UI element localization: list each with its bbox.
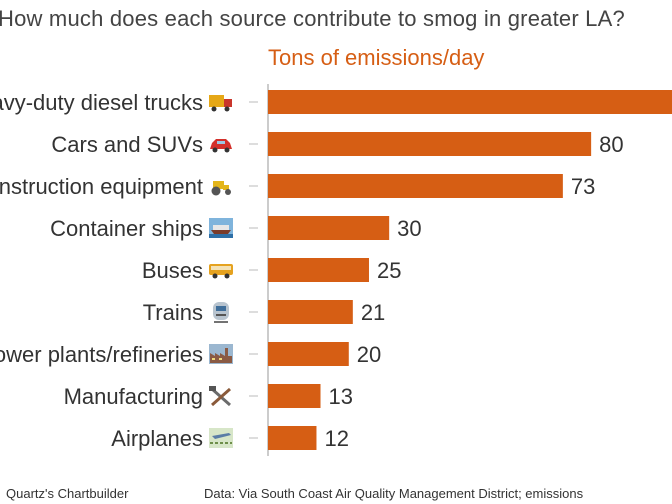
- bar: [268, 342, 349, 366]
- bar: [268, 132, 592, 156]
- bar: [268, 384, 321, 408]
- bar: [268, 426, 317, 450]
- data-source: Data: Via South Coast Air Quality Manage…: [204, 486, 584, 501]
- data-label: 80: [599, 132, 623, 157]
- airplane-icon: [209, 428, 233, 448]
- data-label: 25: [377, 258, 401, 283]
- truck-icon: [209, 95, 232, 112]
- category-label: Power plants/refineries: [0, 342, 203, 367]
- tools-icon: [209, 386, 231, 407]
- chart-subtitle: Tons of emissions/day: [268, 45, 485, 70]
- data-label: 30: [397, 216, 421, 241]
- train-icon: [213, 302, 229, 323]
- category-label: Construction equipment: [0, 174, 203, 199]
- data-label: 21: [361, 300, 385, 325]
- category-label: Buses: [142, 258, 203, 283]
- data-label: 13: [329, 384, 353, 409]
- chart-credit: Quartz's Chartbuilder: [6, 486, 129, 501]
- category-label: Cars and SUVs: [51, 132, 203, 157]
- category-label: Trains: [143, 300, 203, 325]
- category-label: Heavy-duty diesel trucks: [0, 90, 203, 115]
- ship-icon: [209, 218, 233, 238]
- chart-title: How much does each source contribute to …: [0, 6, 625, 31]
- category-label: Airplanes: [111, 426, 203, 451]
- data-label: 73: [571, 174, 595, 199]
- bar: [268, 300, 353, 324]
- bus-icon: [209, 264, 233, 279]
- factory-icon: [209, 344, 233, 364]
- bar: [268, 174, 563, 198]
- car-icon: [210, 139, 232, 153]
- bar: [268, 216, 390, 240]
- bar: [268, 258, 369, 282]
- category-label: Container ships: [50, 216, 203, 241]
- tractor-icon: [211, 181, 231, 196]
- category-label: Manufacturing: [64, 384, 203, 409]
- data-label: 20: [357, 342, 381, 367]
- data-label: 12: [324, 426, 348, 451]
- bar: [268, 90, 672, 114]
